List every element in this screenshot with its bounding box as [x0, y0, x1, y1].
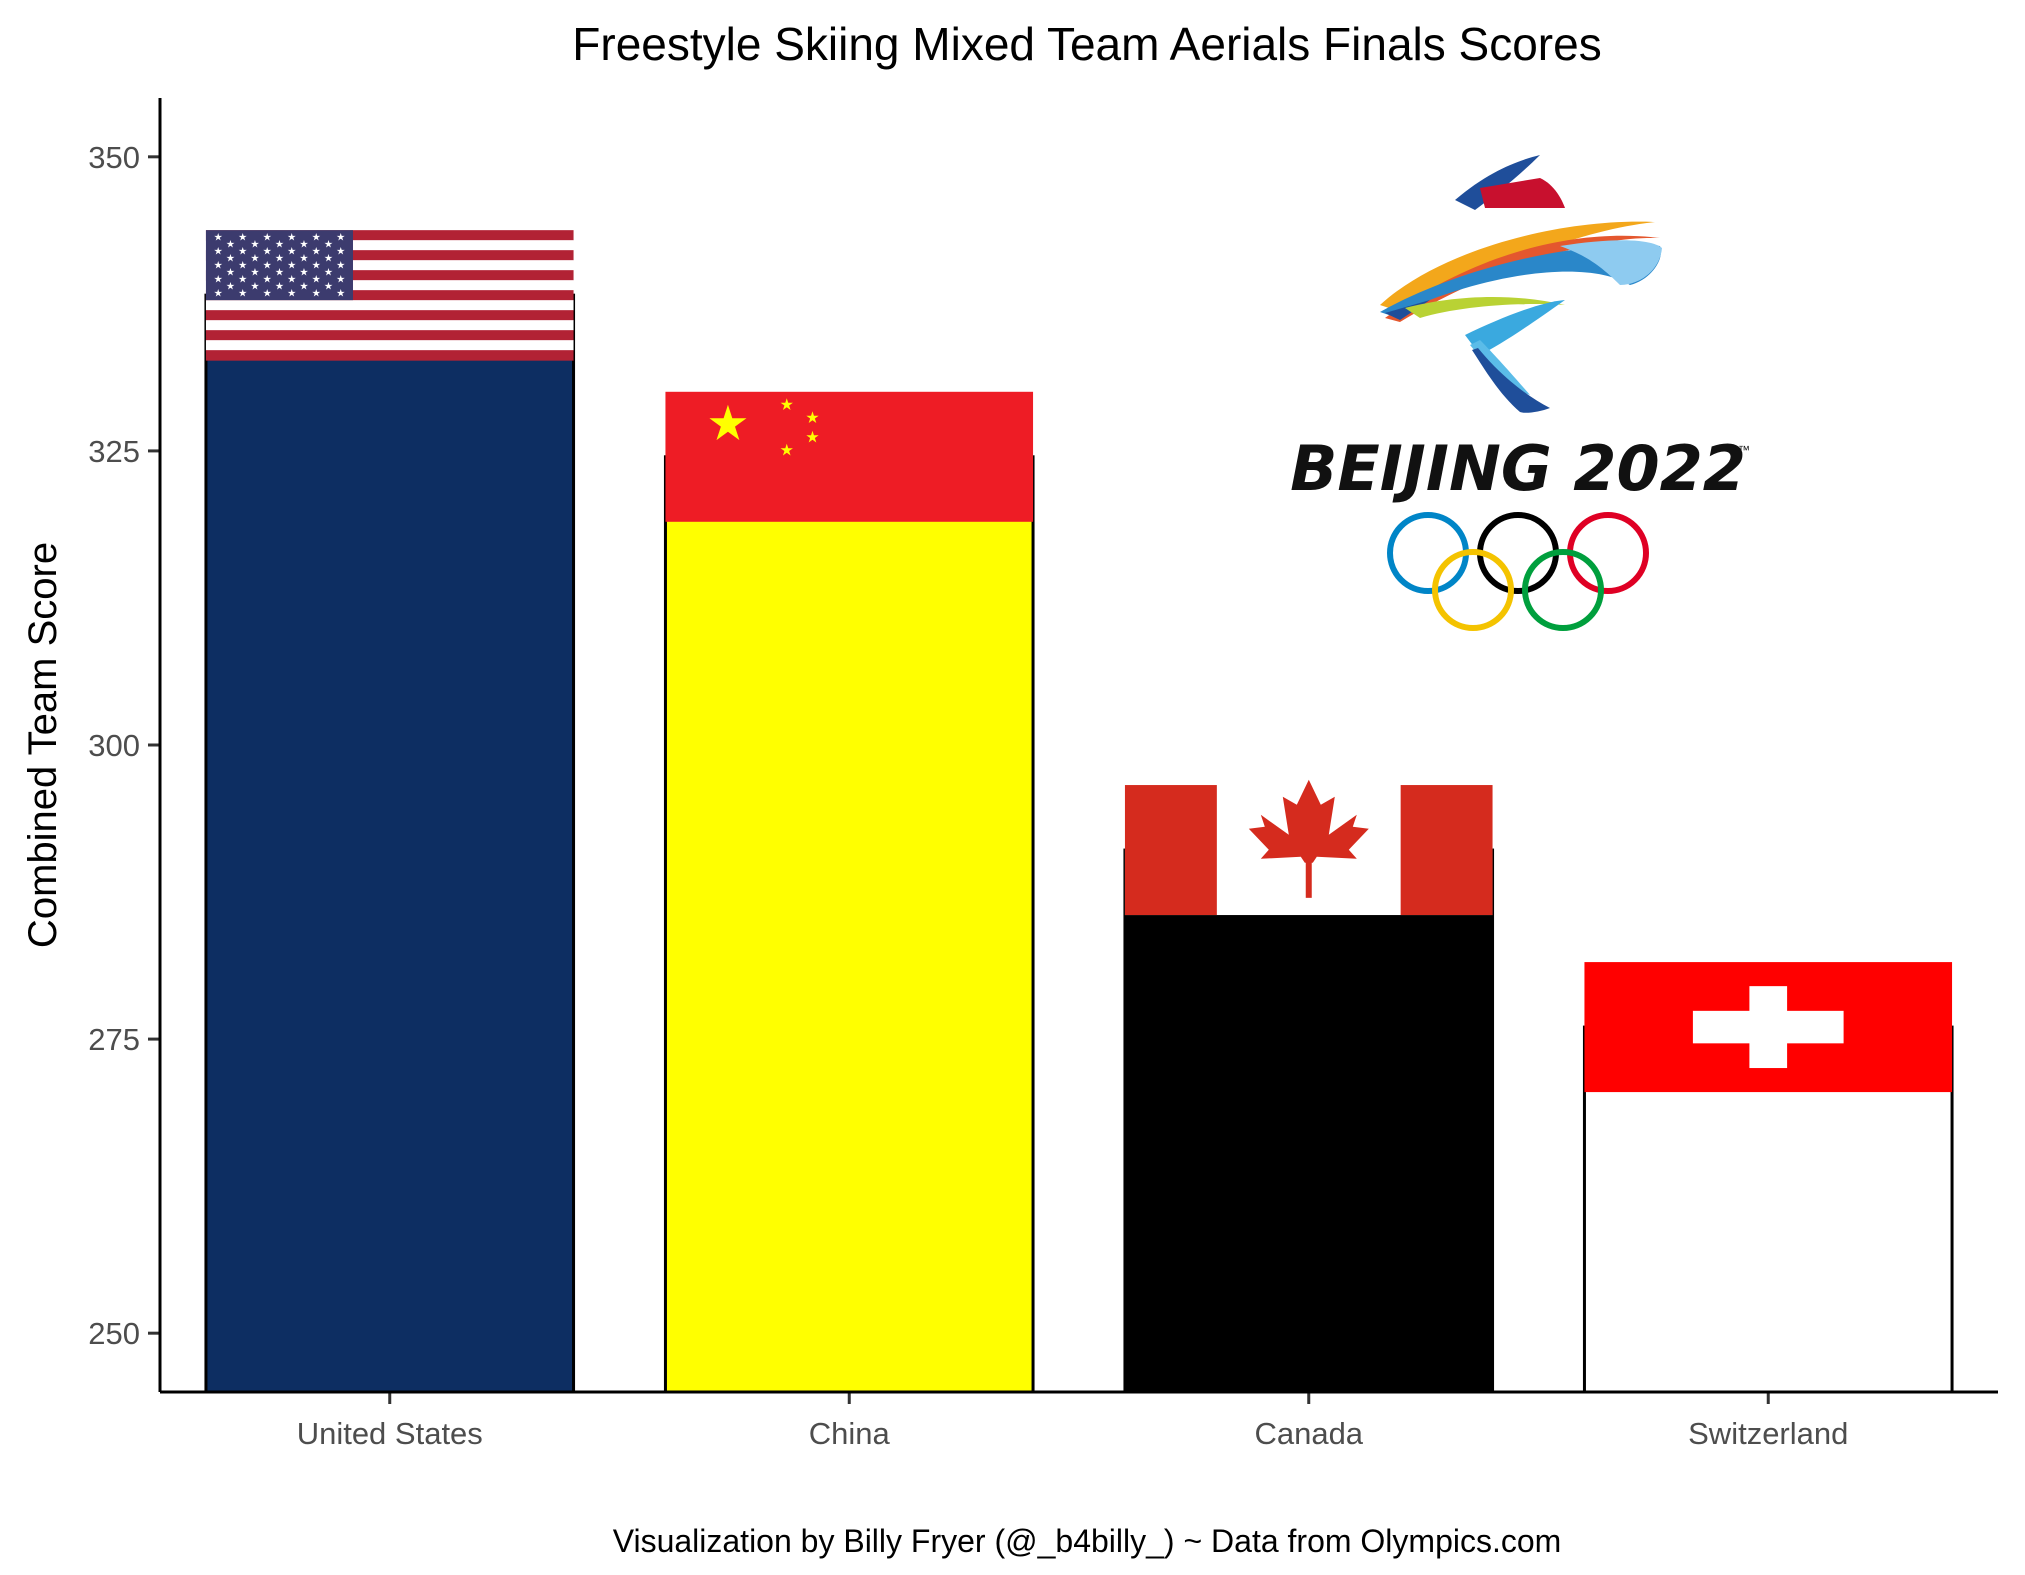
x-tick-label: Switzerland [1688, 1416, 1848, 1451]
us-flag-icon [205, 230, 574, 361]
switzerland-flag-icon [1584, 962, 1953, 1093]
y-axis-label: Combined Team Score [21, 542, 65, 948]
chart-title: Freestyle Skiing Mixed Team Aerials Fina… [572, 18, 1601, 70]
ring-blue [1387, 512, 1469, 594]
bar [204, 293, 576, 1394]
y-tick-label: 275 [88, 1022, 140, 1057]
china-flag-icon [665, 391, 1034, 522]
canada-flag-icon [1124, 779, 1493, 916]
x-axis-ticks: United States China Canada Switzerland [297, 1392, 1848, 1451]
ring-black [1477, 512, 1559, 594]
ring-green [1522, 549, 1604, 631]
x-tick-label: China [809, 1416, 891, 1451]
beijing-2022-emblem [1380, 155, 1662, 413]
bar-group-china [663, 391, 1035, 1394]
x-tick-label: Canada [1254, 1416, 1363, 1451]
beijing-2022-logo: BEIJING 2022 ™ [1290, 155, 1750, 631]
bars-layer [204, 230, 1954, 1394]
y-tick-label: 350 [88, 140, 140, 175]
ring-red [1567, 512, 1649, 594]
olympic-rings-icon [1387, 512, 1649, 631]
bar [663, 455, 1035, 1394]
logo-text: BEIJING 2022 [1290, 432, 1746, 505]
chart-caption: Visualization by Billy Fryer (@_b4billy_… [613, 1523, 1562, 1559]
y-tick-label: 300 [88, 728, 140, 763]
y-tick-label: 325 [88, 434, 140, 469]
y-tick-label: 250 [88, 1316, 140, 1351]
y-axis-ticks: 250 275 300 325 350 [88, 140, 160, 1351]
bar-group-canada [1123, 779, 1495, 1394]
bar-group-switzerland [1582, 962, 1954, 1394]
ring-yellow [1432, 549, 1514, 631]
bar-group-united-states [204, 230, 576, 1394]
x-tick-label: United States [297, 1416, 483, 1451]
bar [1123, 848, 1495, 1394]
trademark-mark: ™ [1738, 443, 1750, 457]
